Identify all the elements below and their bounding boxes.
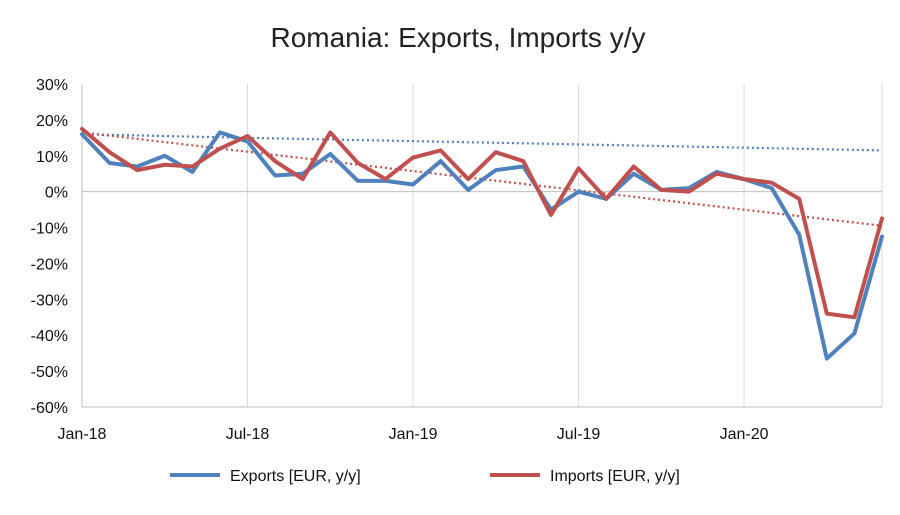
legend-label-0: Exports [EUR, y/y] [230,468,361,485]
y-tick-label: -50% [31,364,68,381]
y-tick-label: -40% [31,328,68,345]
y-tick-label: -20% [31,256,68,273]
x-tick-label: Jan-18 [58,426,107,443]
legend-label-1: Imports [EUR, y/y] [550,468,680,485]
y-tick-label: 10% [36,149,68,166]
chart-title: Romania: Exports, Imports y/y [270,22,645,53]
trendline-1 [81,131,883,227]
y-tick-label: 0% [45,185,68,202]
x-tick-label: Jan-20 [720,426,769,443]
x-tick-label: Jul-18 [226,426,270,443]
series-line-1 [80,126,884,320]
y-tick-label: -60% [31,400,68,417]
y-tick-label: 20% [36,113,68,130]
y-tick-label: -10% [31,221,68,238]
x-tick-label: Jul-19 [557,426,601,443]
y-tick-label: 30% [36,77,68,94]
trendline-0 [81,133,883,152]
y-tick-label: -30% [31,292,68,309]
x-tick-label: Jan-19 [389,426,438,443]
